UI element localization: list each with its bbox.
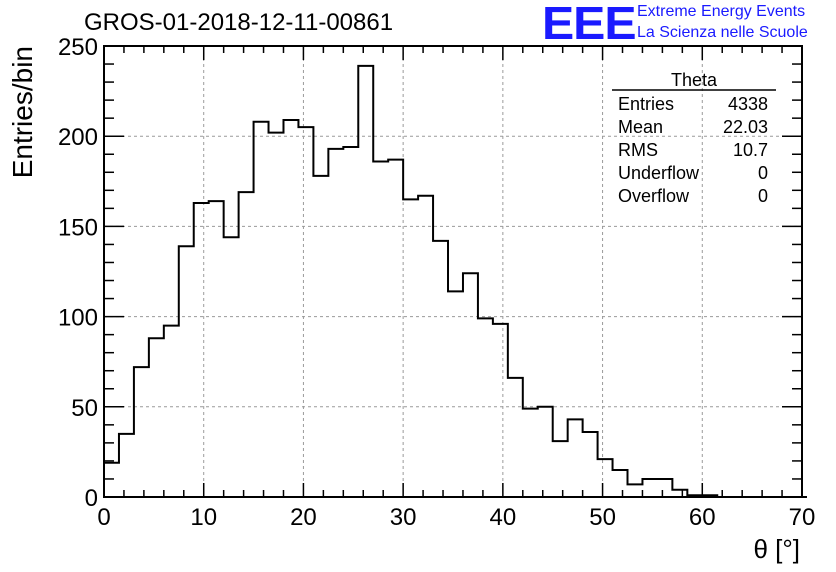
stats-label: Overflow bbox=[618, 186, 690, 206]
x-tick-label: 40 bbox=[490, 504, 517, 531]
stats-value: 22.03 bbox=[723, 117, 768, 137]
x-axis-label: θ [°] bbox=[753, 534, 800, 564]
grid-lines bbox=[104, 46, 802, 497]
y-tick-label: 250 bbox=[58, 34, 98, 61]
x-tick-label: 10 bbox=[190, 504, 217, 531]
axis-ticks: 0 10 20 30 40 50 60 70 0 50 100 150 200 250 bbox=[58, 34, 815, 531]
x-tick-label: 60 bbox=[689, 504, 716, 531]
x-tick-label: 70 bbox=[789, 504, 816, 531]
y-tick-label: 100 bbox=[58, 305, 98, 332]
plot-frame bbox=[103, 45, 803, 498]
eee-logo: EEE bbox=[542, 0, 637, 49]
stats-label: Entries bbox=[618, 94, 674, 114]
x-tick-label: 20 bbox=[290, 504, 317, 531]
stats-value: 10.7 bbox=[733, 140, 768, 160]
histogram-line bbox=[103, 64, 807, 498]
stats-label: Mean bbox=[618, 117, 663, 137]
x-tick-label: 30 bbox=[390, 504, 417, 531]
stats-value: 4338 bbox=[728, 94, 768, 114]
stats-name: Theta bbox=[671, 70, 718, 90]
logo-subtitle-line1: Extreme Energy Events bbox=[637, 3, 806, 20]
y-axis-label: Entries/bin bbox=[7, 46, 38, 178]
y-tick-label: 50 bbox=[71, 395, 98, 422]
stats-value: 0 bbox=[758, 163, 768, 183]
x-tick-label: 0 bbox=[97, 504, 110, 531]
stats-label: RMS bbox=[618, 140, 658, 160]
stats-box: Theta Entries 4338 Mean 22.03 RMS 10.7 Underflo… bbox=[612, 70, 776, 206]
y-tick-label: 150 bbox=[58, 214, 98, 241]
logo-subtitle-line2: La Scienza nelle Scuole bbox=[637, 24, 808, 41]
y-tick-label: 200 bbox=[58, 124, 98, 151]
y-tick-label: 0 bbox=[85, 485, 98, 512]
chart-title: GROS-01-2018-12-11-00861 bbox=[84, 9, 394, 36]
stats-label: Underflow bbox=[618, 163, 700, 183]
x-tick-label: 50 bbox=[589, 504, 616, 531]
axes-frame bbox=[103, 45, 803, 498]
stats-value: 0 bbox=[758, 186, 768, 206]
